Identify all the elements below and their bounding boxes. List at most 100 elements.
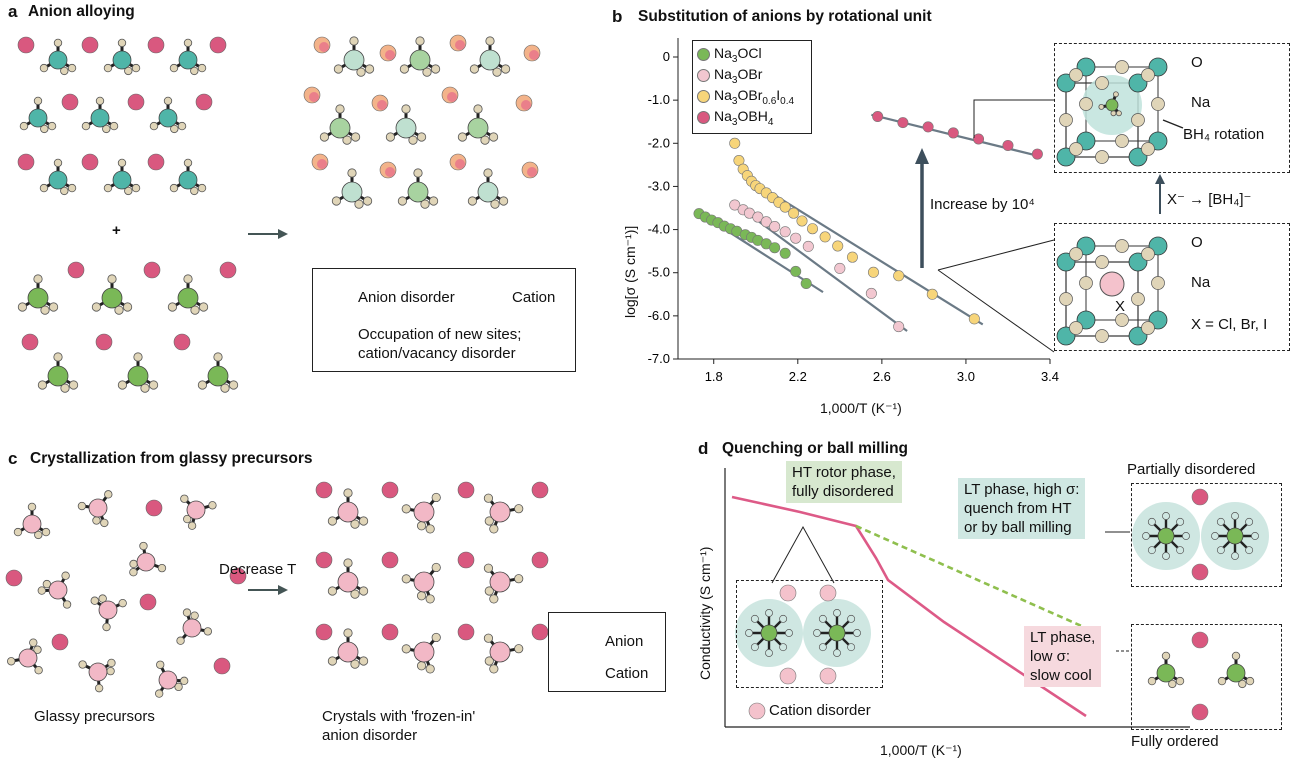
data-point bbox=[800, 277, 812, 289]
hydrogen-atom bbox=[198, 302, 209, 312]
cation-ball bbox=[5, 569, 23, 587]
central-atom bbox=[413, 571, 435, 593]
hydrogen-atom bbox=[81, 121, 91, 131]
hydrogen-atom bbox=[342, 135, 352, 145]
rotor-h bbox=[1216, 517, 1225, 526]
hydrogen-atom bbox=[430, 64, 441, 74]
data-point bbox=[807, 223, 819, 235]
hydrogen-atom bbox=[416, 661, 427, 671]
bh4-pointer bbox=[1162, 119, 1184, 129]
chart-b-legend: Na3OCl Na3OBr Na3OBr0.6I0.4 Na3OBH4 bbox=[692, 40, 812, 134]
hydrogen-atom bbox=[416, 521, 427, 531]
hydrogen-atom bbox=[350, 659, 360, 669]
hydrogen-atom bbox=[327, 656, 338, 666]
sodium-atom bbox=[1079, 276, 1093, 290]
hydrogen-atom bbox=[61, 571, 70, 580]
fully-ordered-box bbox=[1131, 624, 1282, 730]
central-atom bbox=[489, 641, 511, 663]
central-atom bbox=[329, 117, 351, 139]
mixed-anion bbox=[397, 168, 439, 209]
hydrogen-atom bbox=[483, 633, 494, 643]
hydrogen-atom bbox=[401, 504, 411, 514]
cation-ball bbox=[531, 623, 549, 641]
central-atom bbox=[177, 287, 199, 309]
glassy-anion bbox=[77, 490, 113, 528]
hydrogen-atom bbox=[220, 383, 230, 393]
rotor-h bbox=[750, 614, 759, 623]
data-point bbox=[779, 201, 791, 213]
hydrogen-atom bbox=[385, 132, 396, 142]
glassy-anion bbox=[90, 594, 127, 632]
mixed-anion bbox=[331, 168, 373, 209]
unit-cell bbox=[1056, 236, 1168, 346]
x-tick-label: 1.8 bbox=[705, 369, 723, 384]
sodium-atom bbox=[1141, 247, 1155, 261]
sodium-atom bbox=[1059, 113, 1073, 127]
central-atom bbox=[136, 552, 156, 572]
new-site-shade bbox=[521, 100, 531, 110]
ht-phase-box bbox=[736, 580, 883, 688]
cation-ball bbox=[67, 261, 85, 279]
cation-ball bbox=[457, 481, 475, 499]
hydrogen-atom bbox=[103, 63, 113, 73]
rotor-h bbox=[1147, 517, 1156, 526]
bh4-unit bbox=[1098, 91, 1122, 117]
hydrogen-atom bbox=[362, 196, 373, 206]
legend-text: 3 bbox=[731, 116, 738, 128]
ordered-anion-right bbox=[1217, 651, 1255, 689]
glassy-anion bbox=[129, 541, 167, 577]
sodium-atom bbox=[1141, 321, 1155, 335]
central-atom bbox=[413, 641, 435, 663]
sodium-atom bbox=[1059, 292, 1073, 306]
hydrogen-atom bbox=[109, 121, 119, 131]
increase-arrowhead bbox=[915, 148, 929, 164]
cation-ball bbox=[143, 261, 161, 279]
hydrogen-atom bbox=[117, 158, 127, 168]
chart-d-ylabel: Conductivity (S cm⁻¹) bbox=[697, 546, 713, 680]
hydrogen-atom bbox=[483, 168, 493, 178]
data-point bbox=[790, 232, 802, 244]
panel-c-title: Crystallization from glassy precursors bbox=[30, 450, 313, 467]
hydrogen-atom bbox=[131, 63, 141, 73]
hydrogen-atom bbox=[40, 124, 49, 134]
rotor-h bbox=[1162, 552, 1170, 560]
legend-text: OBr bbox=[737, 66, 763, 82]
legend-new-sites-2: cation/vacancy disorder bbox=[358, 345, 516, 362]
rotor-h bbox=[745, 629, 753, 637]
cation-ball bbox=[457, 623, 475, 641]
central-atom bbox=[158, 108, 178, 128]
hydrogen-atom bbox=[190, 305, 200, 315]
legend-text: Na bbox=[714, 66, 732, 82]
data-point bbox=[788, 207, 800, 219]
hydrogen-atom bbox=[19, 121, 29, 131]
central-atom bbox=[18, 648, 38, 668]
hydrogen-atom bbox=[131, 183, 141, 193]
hydrogen-atom bbox=[484, 516, 494, 526]
legend-text: Na bbox=[714, 87, 732, 103]
hydrogen-atom bbox=[203, 627, 213, 636]
cation-ball bbox=[17, 153, 35, 171]
hydrogen-atom bbox=[358, 656, 369, 666]
hydrogen-atom bbox=[95, 96, 105, 106]
hydrogen-atom bbox=[77, 501, 87, 511]
hydrogen-atom bbox=[78, 660, 87, 669]
data-point bbox=[779, 226, 791, 238]
panel-a-letter: a bbox=[8, 2, 18, 21]
hydrogen-atom bbox=[425, 664, 435, 674]
glassy-caption: Glassy precursors bbox=[34, 708, 155, 725]
mixed-anion bbox=[385, 104, 427, 145]
hydrogen-atom bbox=[425, 524, 435, 534]
hydrogen-atom bbox=[431, 562, 441, 573]
rotor-h bbox=[847, 643, 856, 652]
y-tick-label: 0 bbox=[663, 49, 670, 64]
hydrogen-atom bbox=[154, 689, 164, 698]
hydrogen-atom bbox=[349, 36, 359, 46]
disordered-cation bbox=[779, 584, 797, 602]
sodium-atom bbox=[1069, 68, 1083, 82]
lt-high-1: LT phase, high σ: bbox=[964, 481, 1080, 498]
green-anion bbox=[167, 274, 209, 315]
legend-text: 0.4 bbox=[780, 95, 795, 107]
hydrogen-atom bbox=[485, 36, 495, 46]
top-leader-line bbox=[973, 99, 1054, 138]
teal-anion bbox=[19, 96, 57, 134]
